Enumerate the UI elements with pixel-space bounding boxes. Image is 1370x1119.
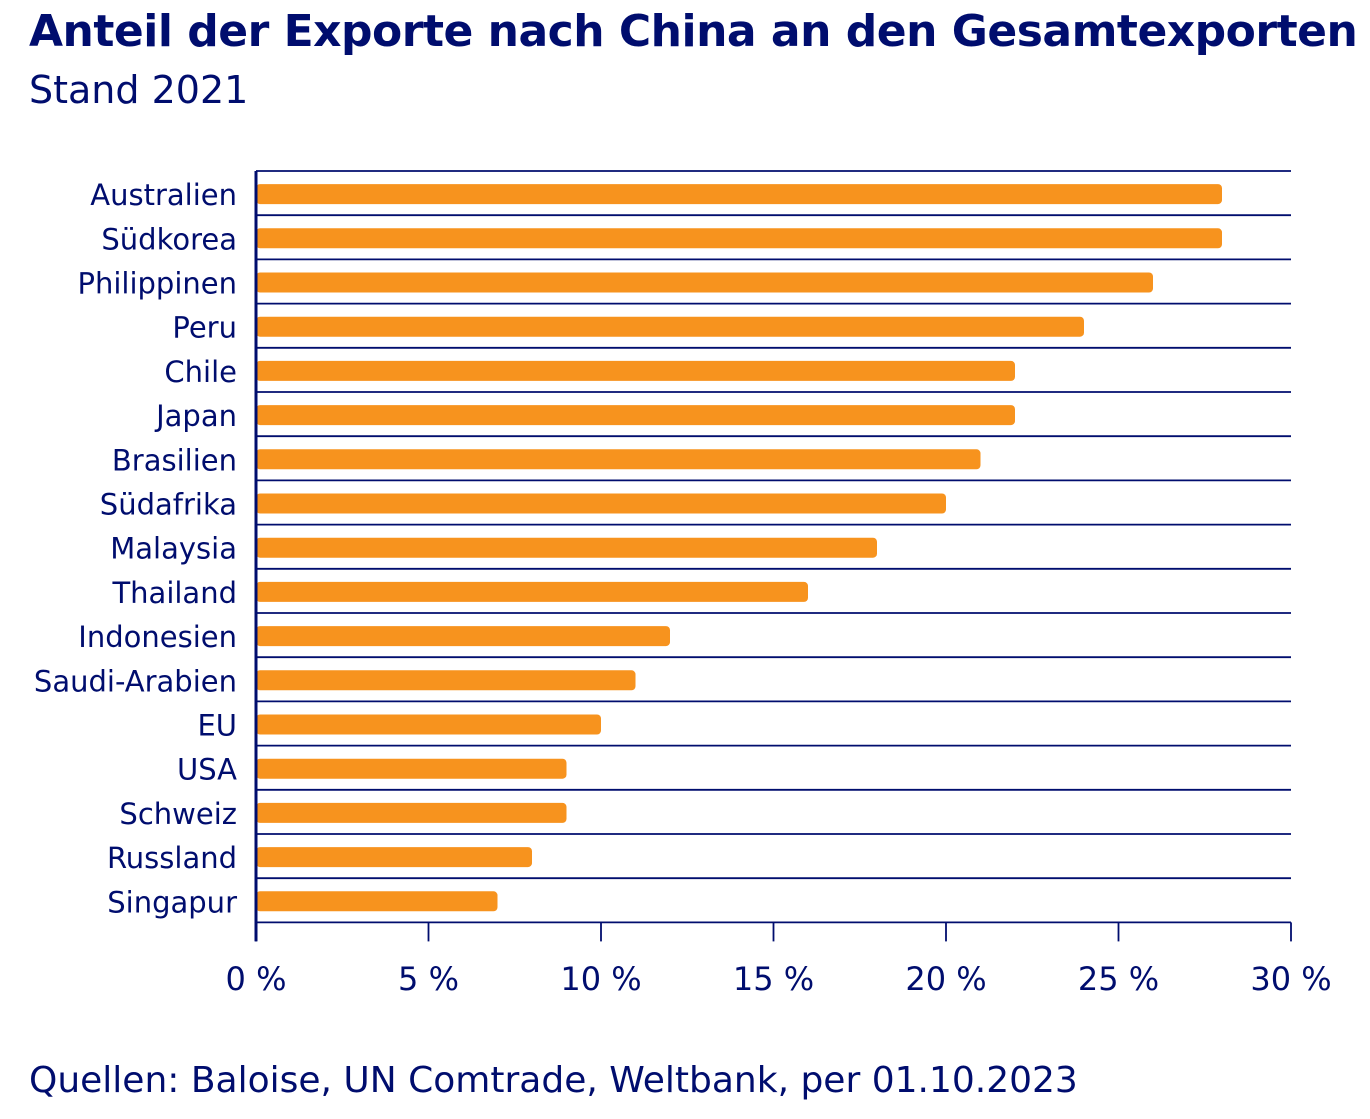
category-label: Indonesien	[78, 620, 237, 654]
category-label: Malaysia	[110, 532, 237, 566]
category-label: Südkorea	[101, 222, 237, 256]
x-tick-label: 20 %	[905, 960, 986, 998]
x-tick-label: 5 %	[398, 960, 459, 998]
category-label: USA	[177, 753, 237, 787]
bar-eu	[256, 714, 601, 735]
category-label: Australien	[90, 178, 237, 212]
bar-philippinen	[256, 272, 1153, 293]
category-label: Südafrika	[100, 488, 237, 522]
category-label: Chile	[164, 355, 237, 389]
bar-südkorea	[256, 228, 1222, 249]
x-tick-label: 0 %	[226, 960, 287, 998]
category-label: Singapur	[107, 885, 237, 919]
x-tick-label: 15 %	[733, 960, 814, 998]
category-label: Russland	[107, 841, 237, 875]
chart-title: Anteil der Exporte nach China an den Ges…	[29, 6, 1358, 57]
bar-thailand	[256, 581, 808, 602]
x-tick-label: 30 %	[1250, 960, 1331, 998]
bar-südafrika	[256, 493, 946, 514]
category-label: Brasilien	[112, 443, 237, 477]
bar-peru	[256, 316, 1084, 337]
bar-japan	[256, 405, 1015, 426]
chart-subtitle: Stand 2021	[29, 68, 249, 112]
bar-schweiz	[256, 802, 567, 823]
bar-australien	[256, 184, 1222, 205]
bar-saudi-arabien	[256, 670, 636, 691]
bar-brasilien	[256, 449, 981, 470]
category-label: Saudi-Arabien	[34, 664, 237, 698]
category-label: Schweiz	[119, 797, 237, 831]
x-tick-label: 10 %	[560, 960, 641, 998]
bar-singapur	[256, 891, 498, 912]
bar-usa	[256, 758, 567, 779]
chart-source: Quellen: Baloise, UN Comtrade, Weltbank,…	[29, 1060, 1078, 1101]
bar-chile	[256, 360, 1015, 381]
category-label: Japan	[154, 399, 237, 433]
bar-malaysia	[256, 537, 877, 558]
x-tick-label: 25 %	[1078, 960, 1159, 998]
bar-russland	[256, 847, 532, 868]
category-label: Peru	[172, 311, 237, 345]
category-label: Thailand	[111, 576, 237, 610]
category-label: Philippinen	[77, 267, 237, 301]
category-label: EU	[197, 709, 237, 743]
bar-indonesien	[256, 626, 670, 647]
